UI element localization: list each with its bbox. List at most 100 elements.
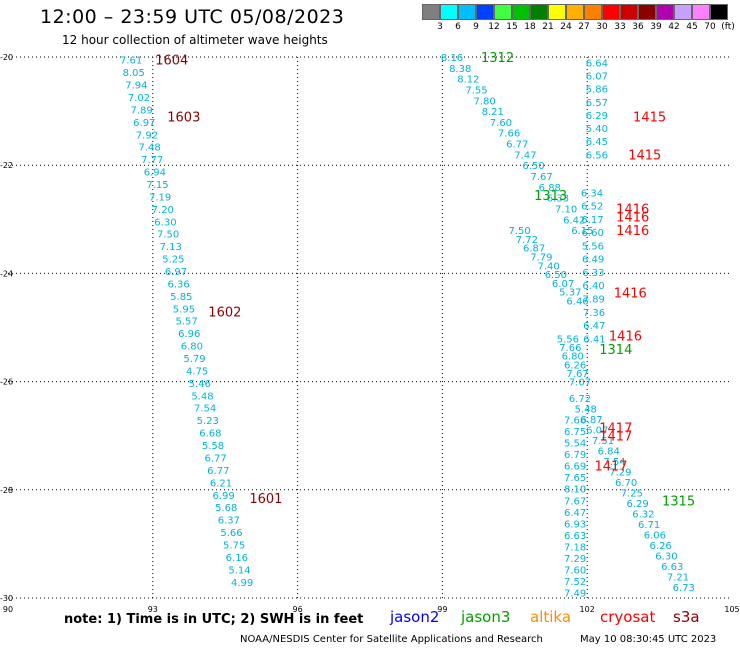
lon-tick-label: 102 (580, 605, 595, 614)
track-id-label: 1602 (208, 305, 241, 320)
lon-tick-label: 105 (724, 605, 739, 614)
scale-swatch (620, 4, 638, 20)
wave-height-value: 5.75 (223, 540, 245, 551)
wave-height-value: 6.33 (582, 268, 604, 279)
wave-height-value: 6.32 (632, 510, 654, 521)
scale-swatch (512, 4, 530, 20)
wave-height-value: 6.50 (545, 270, 567, 281)
wave-height-value: 7.02 (128, 93, 150, 104)
lat-tick-label: -30 (0, 594, 13, 603)
wave-height-value: 6.33 (547, 194, 569, 205)
track-id-label: 1315 (662, 495, 695, 510)
track-id-label: 1416 (616, 224, 649, 239)
wave-height-value: 7.49 (564, 589, 586, 600)
wave-height-value: 7.13 (160, 242, 182, 253)
track-id-label: 1314 (599, 343, 632, 358)
lat-tick-label: -22 (0, 161, 13, 170)
wave-height-value: 5.23 (197, 416, 219, 427)
wave-height-value: 7.07 (569, 378, 591, 389)
scale-label: 70 (704, 22, 716, 32)
wave-height-value: 7.50 (508, 226, 530, 237)
track-id-label: 1416 (614, 286, 647, 301)
scale-swatch (692, 4, 710, 20)
wave-height-value: 6.36 (168, 279, 190, 290)
wave-height-value: 6.30 (154, 217, 176, 228)
wave-height-value: 7.65 (564, 473, 586, 484)
wave-height-value: 6.94 (144, 168, 166, 179)
wave-height-value: 5.56 (557, 334, 579, 345)
wave-height-value: 6.63 (661, 562, 683, 573)
wave-height-value: 7.48 (138, 143, 160, 154)
legend-s3a: s3a (673, 608, 700, 626)
wave-height-value: 5.54 (564, 439, 586, 450)
scale-swatch (674, 4, 692, 20)
scale-label: 12 (488, 22, 500, 32)
wave-height-value: 6.07 (586, 425, 608, 436)
lon-tick-label: 90 (3, 605, 13, 614)
track-id-label: 1601 (249, 492, 282, 507)
scale-label: 27 (578, 22, 590, 32)
scale-label: 39 (650, 22, 662, 32)
wave-height-value: 6.93 (564, 519, 586, 530)
wave-height-value: 7.19 (149, 192, 171, 203)
wave-height-value: 7.36 (583, 308, 605, 319)
scale-swatch (710, 4, 728, 20)
wave-height-value: 6.49 (582, 255, 604, 266)
wave-height-value: 7.66 (498, 129, 520, 140)
wave-height-value: 7.67 (566, 369, 588, 380)
wave-height-value: 6.07 (586, 72, 608, 83)
wave-height-value: 6.84 (598, 446, 620, 457)
scale-swatch (638, 4, 656, 20)
wave-height-value: 5.85 (170, 292, 192, 303)
scale-swatch (530, 4, 548, 20)
wave-height-value: 6.29 (626, 499, 648, 510)
wave-height-value: 6.60 (582, 228, 604, 239)
lat-tick-label: -24 (0, 269, 13, 278)
legend-altika: altika (530, 608, 572, 626)
scale-swatch (476, 4, 494, 20)
track-id-label: 1416 (616, 202, 649, 217)
track-id-label: 1417 (594, 459, 627, 474)
wave-height-value: 5.48 (575, 404, 597, 415)
scale-label: 15 (506, 22, 518, 32)
wave-height-value: 7.66 (559, 343, 581, 354)
wave-height-value: 7.61 (120, 56, 142, 67)
wave-height-value: 6.29 (586, 111, 608, 122)
wave-height-value: 6.71 (638, 520, 660, 531)
wave-height-value: 6.41 (583, 334, 605, 345)
wave-height-value: 6.70 (615, 478, 637, 489)
wave-height-value: 5.66 (220, 528, 242, 539)
wave-height-value: 6.30 (655, 552, 677, 563)
scale-swatch (584, 4, 602, 20)
scale-swatch (566, 4, 584, 20)
wave-height-value: 6.42 (563, 215, 585, 226)
wave-height-value: 4.99 (231, 578, 253, 589)
wave-height-value: 5.79 (183, 354, 205, 365)
wave-height-value: 6.69 (564, 462, 586, 473)
wave-height-value: 5.56 (582, 241, 604, 252)
track-id-label: 1313 (534, 189, 567, 204)
wave-height-value: 6.06 (644, 531, 666, 542)
scale-label: 24 (560, 22, 572, 32)
legend-cryosat: cryosat (600, 608, 656, 626)
wave-height-value: 5.95 (173, 304, 195, 315)
scale-swatch (548, 4, 566, 20)
wave-height-value: 6.16 (226, 553, 248, 564)
wave-height-value: 6.80 (181, 342, 203, 353)
wave-height-value: 7.54 (194, 404, 216, 415)
track-id-label: 1416 (616, 211, 649, 226)
wave-height-value: 7.10 (555, 204, 577, 215)
wave-height-value: 7.47 (514, 150, 536, 161)
wave-height-value: 6.56 (586, 150, 608, 161)
wave-height-value: 6.26 (650, 541, 672, 552)
wave-height-value: 6.17 (581, 215, 603, 226)
wave-height-value: 7.60 (490, 118, 512, 129)
track-id-label: 1417 (599, 430, 632, 445)
wave-height-value: 7.15 (146, 180, 168, 191)
wave-height-value: 7.55 (465, 85, 487, 96)
scale-label: 45 (686, 22, 698, 32)
wave-height-value: 7.52 (564, 577, 586, 588)
lat-tick-label: -26 (0, 378, 13, 387)
wave-height-value: 6.77 (506, 140, 528, 151)
wave-height-value: 5.37 (559, 288, 581, 299)
